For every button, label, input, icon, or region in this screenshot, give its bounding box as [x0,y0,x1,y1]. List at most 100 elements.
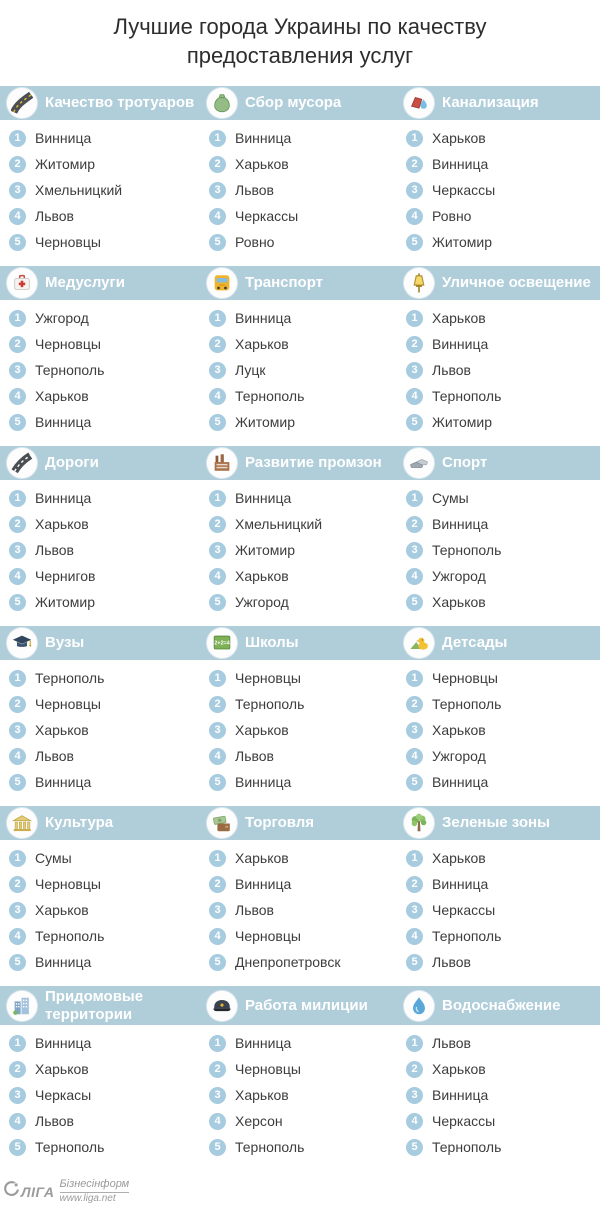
ranking-strip: 1 Винница 2 Харьков 3 Черкасы 4 Львов 5 Тернополь… [0,1025,600,1170]
list-item: 1 Харьков [406,845,600,871]
rank-badge: 1 [406,849,423,867]
rank-badge: 1 [406,669,423,687]
list-item: 2 Хмельницкий [209,511,397,537]
category-label: Культура [45,814,114,832]
section-row: Дороги Развитие промзон Спорт 1 Винница 2 Харь… [0,446,600,625]
city-name: Черновцы [35,336,101,353]
rank-badge: 3 [406,361,423,379]
list-item: 1 Сумы [9,845,200,871]
list-item: 4 Ровно [406,203,600,229]
city-name: Харьков [432,130,486,147]
section-row: Качество тротуаров Сбор мусора Канализация… [0,86,600,265]
rank-badge: 2 [406,155,423,173]
list-item: 3 Черкасы [9,1082,200,1108]
list-item: 3 Харьков [9,717,200,743]
rank-badge: 5 [209,233,226,251]
list-item: 2 Харьков [406,1056,600,1082]
rank-badge: 3 [209,361,226,379]
list-item: 1 Ужгород [9,305,200,331]
rank-badge: 1 [9,489,26,507]
brand-division: Бізнесінформ [59,1178,130,1193]
list-item: 2 Черновцы [209,1056,397,1082]
list-item: 4 Ужгород [406,563,600,589]
city-name: Черновцы [235,670,301,687]
category-header: Работа милиции [200,986,397,1025]
rank-badge: 5 [209,773,226,791]
city-name: Ужгород [432,568,486,585]
city-name: Винница [432,336,489,353]
rank-badge: 1 [406,309,423,327]
list-item: 5 Тернополь [9,1134,200,1160]
city-name: Черновцы [432,670,498,687]
rank-badge: 5 [406,593,423,611]
city-name: Житомир [432,414,493,431]
city-name: Житомир [432,234,493,251]
city-name: Житомир [235,414,296,431]
city-name: Винница [235,876,292,893]
city-name: Харьков [432,310,486,327]
city-name: Ровно [235,234,275,251]
rank-badge: 4 [209,1112,226,1130]
city-name: Винница [235,774,292,791]
list-item: 1 Винница [209,305,397,331]
category-header-strip: Культура Торговля Зеленые зоны [0,806,600,841]
category-header: Дороги [0,446,200,480]
rank-badge: 5 [9,773,26,791]
road-icon [7,448,37,479]
rank-badge: 4 [9,387,26,405]
ranking-strip: 1 Сумы 2 Черновцы 3 Харьков 4 Тернополь 5 Винница… [0,840,600,985]
rank-badge: 4 [209,747,226,765]
ranking-list: 1 Винница 2 Харьков 3 Львов 4 Черкассы 5 Ровно [200,125,397,255]
category-header: Придомовые территории [0,986,200,1025]
category-header: Водоснабжение [397,986,600,1025]
list-item: 3 Харьков [406,717,600,743]
city-name: Харьков [235,722,289,739]
city-name: Харьков [432,1061,486,1078]
ranking-list: 1 Львов 2 Харьков 3 Винница 4 Черкассы 5 Тернопол… [397,1030,600,1160]
list-item: 4 Ужгород [406,743,600,769]
category-header: Уличное освещение [397,266,600,300]
rank-badge: 1 [209,1034,226,1052]
category-label: Канализация [442,94,539,112]
list-item: 3 Львов [209,897,397,923]
city-name: Черкасы [35,1087,92,1104]
rank-badge: 2 [209,155,226,173]
city-name: Винница [432,1087,489,1104]
list-item: 5 Винница [9,409,200,435]
city-name: Хмельницкий [235,516,323,533]
museum-icon [7,808,37,839]
water-drop-icon [404,990,434,1021]
city-name: Львов [35,748,74,765]
city-name: Сумы [35,850,72,867]
rank-badge: 2 [9,875,26,893]
rank-badge: 2 [9,335,26,353]
city-name: Черновцы [235,1061,301,1078]
garbage-bag-icon [207,88,237,119]
list-item: 4 Львов [209,743,397,769]
list-item: 1 Винница [9,485,200,511]
city-name: Винница [432,876,489,893]
city-name: Ужгород [235,594,289,611]
rank-badge: 2 [406,335,423,353]
category-label: Работа милиции [245,996,368,1014]
list-item: 1 Винница [209,1030,397,1056]
list-item: 1 Харьков [406,125,600,151]
list-item: 5 Житомир [9,589,200,615]
rank-badge: 1 [9,849,26,867]
rank-badge: 1 [209,489,226,507]
section-row: Культура Торговля Зеленые зоны 1 Сумы 2 Чернов… [0,806,600,985]
ranking-list: 1 Винница 2 Харьков 3 Львов 4 Чернигов 5 Житомир [0,485,200,615]
rank-badge: 1 [9,1034,26,1052]
rank-badge: 4 [406,387,423,405]
rank-badge: 4 [406,747,423,765]
category-header: Канализация [397,86,600,120]
list-item: 4 Львов [9,1108,200,1134]
city-name: Винница [235,1035,292,1052]
list-item: 2 Винница [406,871,600,897]
city-name: Винница [35,414,92,431]
sewerage-icon [404,88,434,119]
city-name: Львов [235,902,274,919]
list-item: 4 Чернигов [9,563,200,589]
list-item: 2 Винница [406,511,600,537]
list-item: 5 Житомир [209,409,397,435]
